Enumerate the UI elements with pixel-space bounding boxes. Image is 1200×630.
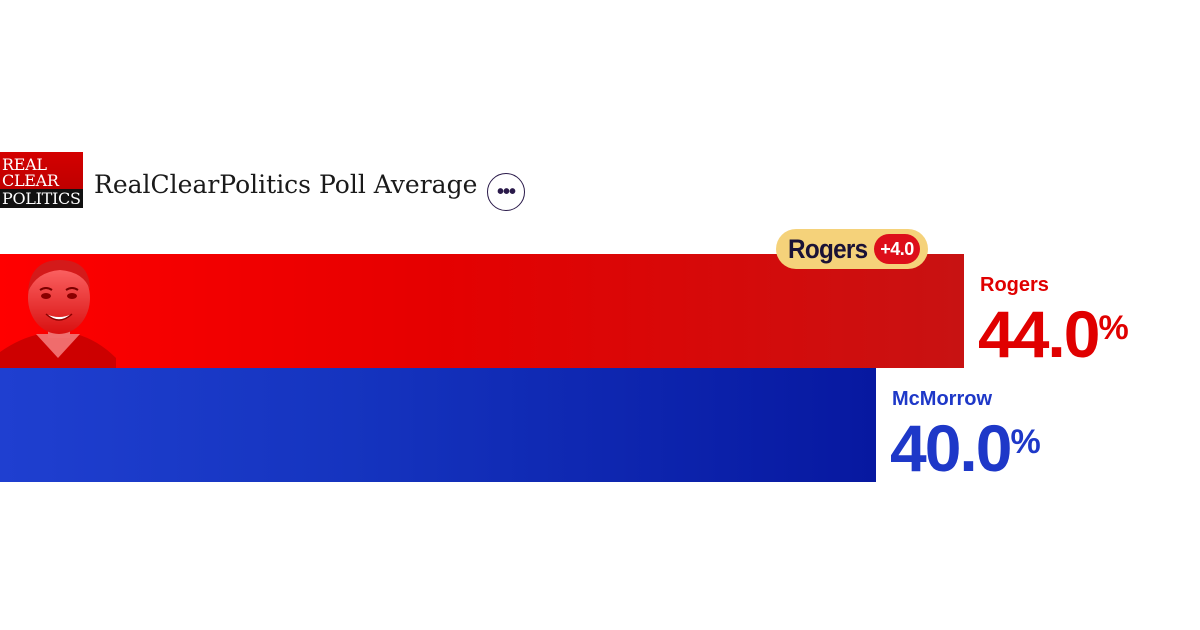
value-rogers-percent-sign: % (1098, 309, 1129, 347)
value-rogers-number: 44.0 (978, 297, 1100, 371)
value-mcmorrow-percent-sign: % (1010, 423, 1041, 461)
more-options-button[interactable]: ••• (487, 173, 525, 211)
rcp-logo: REAL CLEAR POLITICS (0, 151, 83, 208)
logo-line-2: CLEAR (2, 170, 59, 190)
label-rogers: Rogers (980, 274, 1049, 296)
value-mcmorrow: 40.0% (890, 415, 1041, 481)
value-mcmorrow-number: 40.0 (890, 411, 1012, 485)
chart-title: RealClearPolitics Poll Average (94, 170, 478, 199)
more-icon: ••• (496, 180, 516, 203)
leader-margin: +4.0 (874, 234, 920, 264)
label-mcmorrow: McMorrow (892, 388, 992, 410)
leader-badge: Rogers +4.0 (776, 229, 928, 269)
bar-rogers (0, 254, 964, 368)
leader-name: Rogers (788, 233, 868, 264)
value-rogers: 44.0% (978, 301, 1129, 367)
bar-mcmorrow (0, 368, 876, 482)
candidate-portrait (0, 260, 116, 368)
logo-line-1: REAL (2, 154, 47, 174)
chart-header: REAL CLEAR POLITICS RealClearPolitics Po… (0, 146, 477, 213)
logo-line-3: POLITICS (0, 188, 83, 208)
